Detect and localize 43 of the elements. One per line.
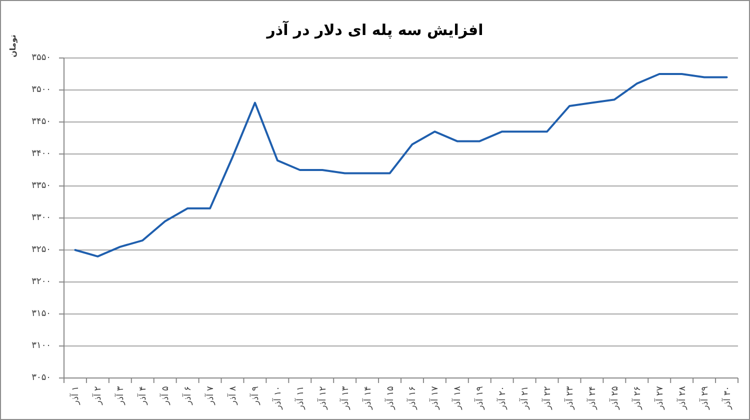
y-tick-label: ۳۳۰۰ <box>32 213 51 223</box>
x-tick-label: ۱۸ آذر <box>451 386 464 411</box>
x-tick-label: ۶ آذر <box>182 386 194 406</box>
y-tick-label: ۳۱۰۰ <box>32 341 51 351</box>
x-tick-label: ۱۴ آذر <box>361 386 374 411</box>
y-tick-label: ۳۵۰۰ <box>32 85 51 95</box>
y-axis-title: تومان <box>8 34 18 58</box>
x-tick-label: ۷ آذر <box>204 386 216 406</box>
y-tick-label: ۳۵۵۰ <box>32 53 51 63</box>
x-tick-label: ۵ آذر <box>159 386 172 406</box>
y-tick-label: ۳۰۵۰ <box>32 373 51 383</box>
x-tick-label: ۲۱ آذر <box>518 386 531 410</box>
x-tick-label: ۲۷ آذر <box>653 386 666 411</box>
x-tick-label: ۱۹ آذر <box>474 386 486 411</box>
y-tick-label: ۳۴۵۰ <box>32 117 51 127</box>
x-tick-label: ۱۷ آذر <box>428 386 441 411</box>
x-tick-label: ۲ آذر <box>92 386 104 406</box>
x-tick-label: ۴ آذر <box>136 386 149 406</box>
x-tick-label: ۱۶ آذر <box>406 386 418 411</box>
x-tick-label: ۲۵ آذر <box>608 386 620 411</box>
x-tick-label: ۲۹ آذر <box>698 386 710 411</box>
chart-title: افزایش سه پله ای دلار در آذر <box>266 20 484 39</box>
x-tick-label: ۱ آذر <box>69 386 82 406</box>
x-tick-label: ۲۰ آذر <box>496 386 508 410</box>
y-tick-label: ۳۳۵۰ <box>32 181 51 191</box>
x-tick-label: ۱۵ آذر <box>384 386 396 411</box>
x-tick-label: ۱۰ آذر <box>271 386 284 410</box>
x-tick-label: ۲۶ آذر <box>630 386 643 411</box>
x-tick-label: ۲۸ آذر <box>676 386 688 411</box>
x-tick-label: ۱۱ آذر <box>294 386 306 410</box>
x-tick-label: ۱۳ آذر <box>338 386 351 411</box>
x-tick-label: ۹ آذر <box>248 386 261 406</box>
y-tick-label: ۳۱۵۰ <box>32 309 51 319</box>
y-tick-label: ۳۲۵۰ <box>32 245 51 255</box>
x-tick-label: ۳۰ آذر <box>720 386 733 410</box>
x-tick-label: ۱۲ آذر <box>316 386 328 411</box>
x-tick-label: ۲۴ آذر <box>586 386 598 411</box>
y-tick-label: ۳۲۰۰ <box>32 277 51 287</box>
x-tick-label: ۲۲ آذر <box>541 386 554 411</box>
y-tick-label: ۳۴۰۰ <box>32 149 51 159</box>
x-tick-label: ۸ آذر <box>226 386 238 406</box>
x-tick-label: ۲۳ آذر <box>564 386 576 411</box>
x-tick-label: ۳ آذر <box>114 386 126 406</box>
